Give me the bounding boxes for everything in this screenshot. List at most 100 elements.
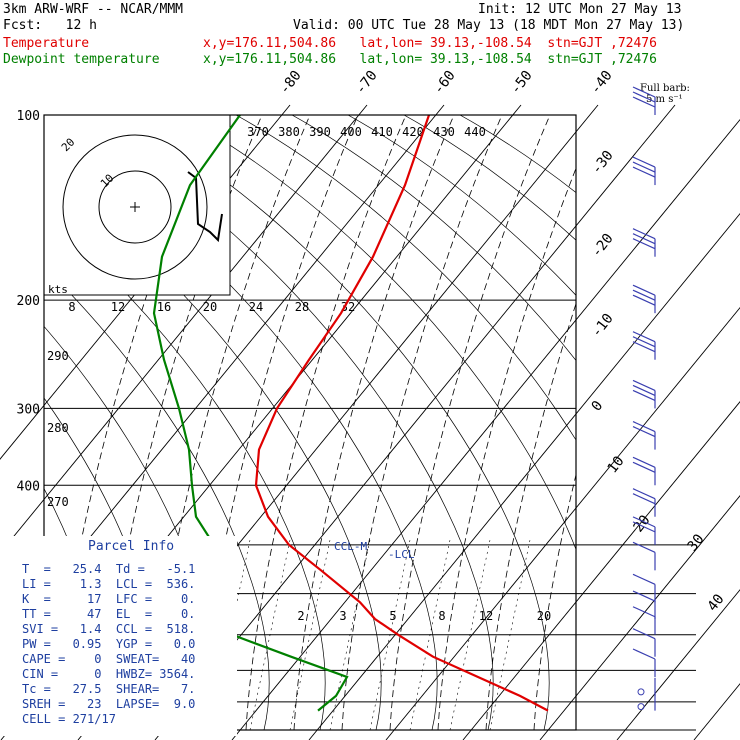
isotherm — [231, 118, 740, 740]
barb-flag — [632, 488, 656, 500]
barb-flag — [632, 289, 656, 301]
wind-barb — [632, 648, 656, 677]
wind-barb — [632, 573, 656, 603]
pressure-tick-label: 300 — [17, 402, 40, 417]
isotherm — [462, 401, 740, 740]
moist-adiabat — [293, 115, 455, 730]
isotherm-label: 0 — [589, 398, 607, 414]
barb-flag — [632, 86, 656, 98]
barb-flag — [632, 421, 656, 433]
barb-calm — [637, 703, 645, 711]
mixing-ratio-label: 12 — [479, 609, 493, 623]
dry-adiabat — [44, 266, 270, 730]
parcel-row: CELL = 271/17 — [22, 712, 116, 726]
wind-barb — [637, 692, 656, 711]
barb-flag — [632, 516, 656, 528]
barb-flag — [632, 91, 656, 103]
parcel-row: CIN = 0 HWBZ= 3564. — [22, 667, 196, 681]
dry-adiabat-label: 380 — [278, 125, 300, 139]
parcel-row: TT = 47 EL = 0. — [22, 607, 196, 621]
wind-barb — [632, 86, 656, 115]
parcel-row: CAPE = 0 SWEAT= 40 — [22, 652, 196, 666]
isotherm-label: -60 — [431, 68, 459, 98]
moist-adiabat-label: 16 — [157, 300, 171, 314]
wind-barb — [632, 331, 656, 360]
barb-flag — [632, 426, 656, 438]
dry-adiabat-label: 430 — [433, 125, 455, 139]
model-title: 3km ARW-WRF -- NCAR/MMM — [3, 2, 184, 17]
hodograph-units: kts — [48, 283, 68, 296]
dewpoint-point-info: x,y=176.11,504.86 lat,lon= 39.13,-108.54… — [203, 52, 657, 67]
barb-flag — [632, 389, 656, 401]
barb-key-label: Full barb: — [640, 83, 690, 94]
moist-adiabat-label: 24 — [249, 300, 263, 314]
barb-flag — [632, 493, 656, 505]
dry-adiabat-label: 410 — [371, 125, 393, 139]
barb-flag — [632, 573, 656, 585]
moist-adiabat — [726, 115, 740, 730]
dry-adiabat — [235, 115, 576, 441]
moist-adiabat-label: 8 — [68, 300, 75, 314]
dry-adiabat — [123, 115, 550, 730]
parcel-row: SVI = 1.4 CCL = 518. — [22, 622, 196, 636]
barb-flag — [632, 228, 656, 240]
dry-adiabat — [179, 115, 576, 551]
barb-flag — [632, 166, 656, 178]
wind-barb — [637, 677, 656, 696]
isotherm — [385, 307, 740, 740]
isotherm-label: -10 — [589, 311, 617, 341]
mixing-ratio-label: 20 — [537, 609, 551, 623]
moist-adiabat-label: 12 — [111, 300, 125, 314]
dry-adiabat — [44, 215, 326, 730]
wind-barb — [632, 488, 656, 517]
isotherm — [0, 104, 368, 554]
barb-flag — [632, 233, 656, 245]
init-time: Init: 12 UTC Mon 27 May 13 — [478, 2, 682, 17]
wind-barb — [632, 541, 656, 571]
isotherm-label: 10 — [605, 453, 628, 476]
isotherm — [539, 495, 740, 740]
isotherm-label: 40 — [705, 591, 728, 614]
isotherm-label: -20 — [589, 231, 617, 261]
barb-flag — [632, 541, 656, 553]
isotherm — [154, 104, 676, 740]
isotherm-label: -80 — [277, 68, 305, 98]
mixing-ratio-label: 5 — [389, 609, 396, 623]
parcel-row: LI = 1.3 LCL = 536. — [22, 577, 196, 591]
moist-adiabat — [389, 115, 551, 730]
barb-flag — [632, 379, 656, 391]
dewpoint-profile — [152, 114, 349, 712]
barb-flag — [632, 294, 656, 306]
pressure-tick-label: 100 — [17, 109, 40, 124]
isotherm — [616, 589, 740, 740]
plot-frame — [43, 114, 577, 731]
barb-flag — [632, 590, 656, 602]
barb-flag — [632, 384, 656, 396]
barb-flag — [632, 331, 656, 343]
pressure-tick-label: 200 — [17, 294, 40, 309]
moist-adiabat — [437, 167, 576, 730]
hodograph-ring — [62, 134, 208, 280]
barb-flag — [632, 161, 656, 173]
parcel-row: T = 25.4 Td = -5.1 — [22, 562, 196, 576]
forecast-hour: Fcst: 12 h — [3, 18, 97, 33]
theta-label: 270 — [47, 495, 69, 509]
barb-flag — [632, 606, 656, 618]
parcel-row: K = 17 LFC = 0. — [22, 592, 196, 606]
barb-flag — [632, 648, 656, 660]
parcel-info-title: Parcel Info — [88, 539, 175, 554]
hodograph-frame — [43, 114, 231, 296]
dry-adiabat-label: 440 — [464, 125, 486, 139]
dry-adiabat-label: 370 — [247, 125, 269, 139]
valid-time: Valid: 00 UTC Tue 28 May 13 (18 MDT Mon … — [293, 18, 685, 33]
isotherm — [308, 212, 740, 740]
moist-adiabat — [245, 115, 407, 730]
dry-adiabat — [459, 115, 576, 194]
mixing-ratio-label: 8 — [438, 609, 445, 623]
barb-flag — [632, 456, 656, 468]
barb-flag — [632, 238, 656, 250]
dry-adiabat — [291, 115, 576, 362]
moist-adiabat — [678, 115, 740, 730]
barb-flag — [632, 156, 656, 168]
temperature-profile — [254, 114, 549, 712]
